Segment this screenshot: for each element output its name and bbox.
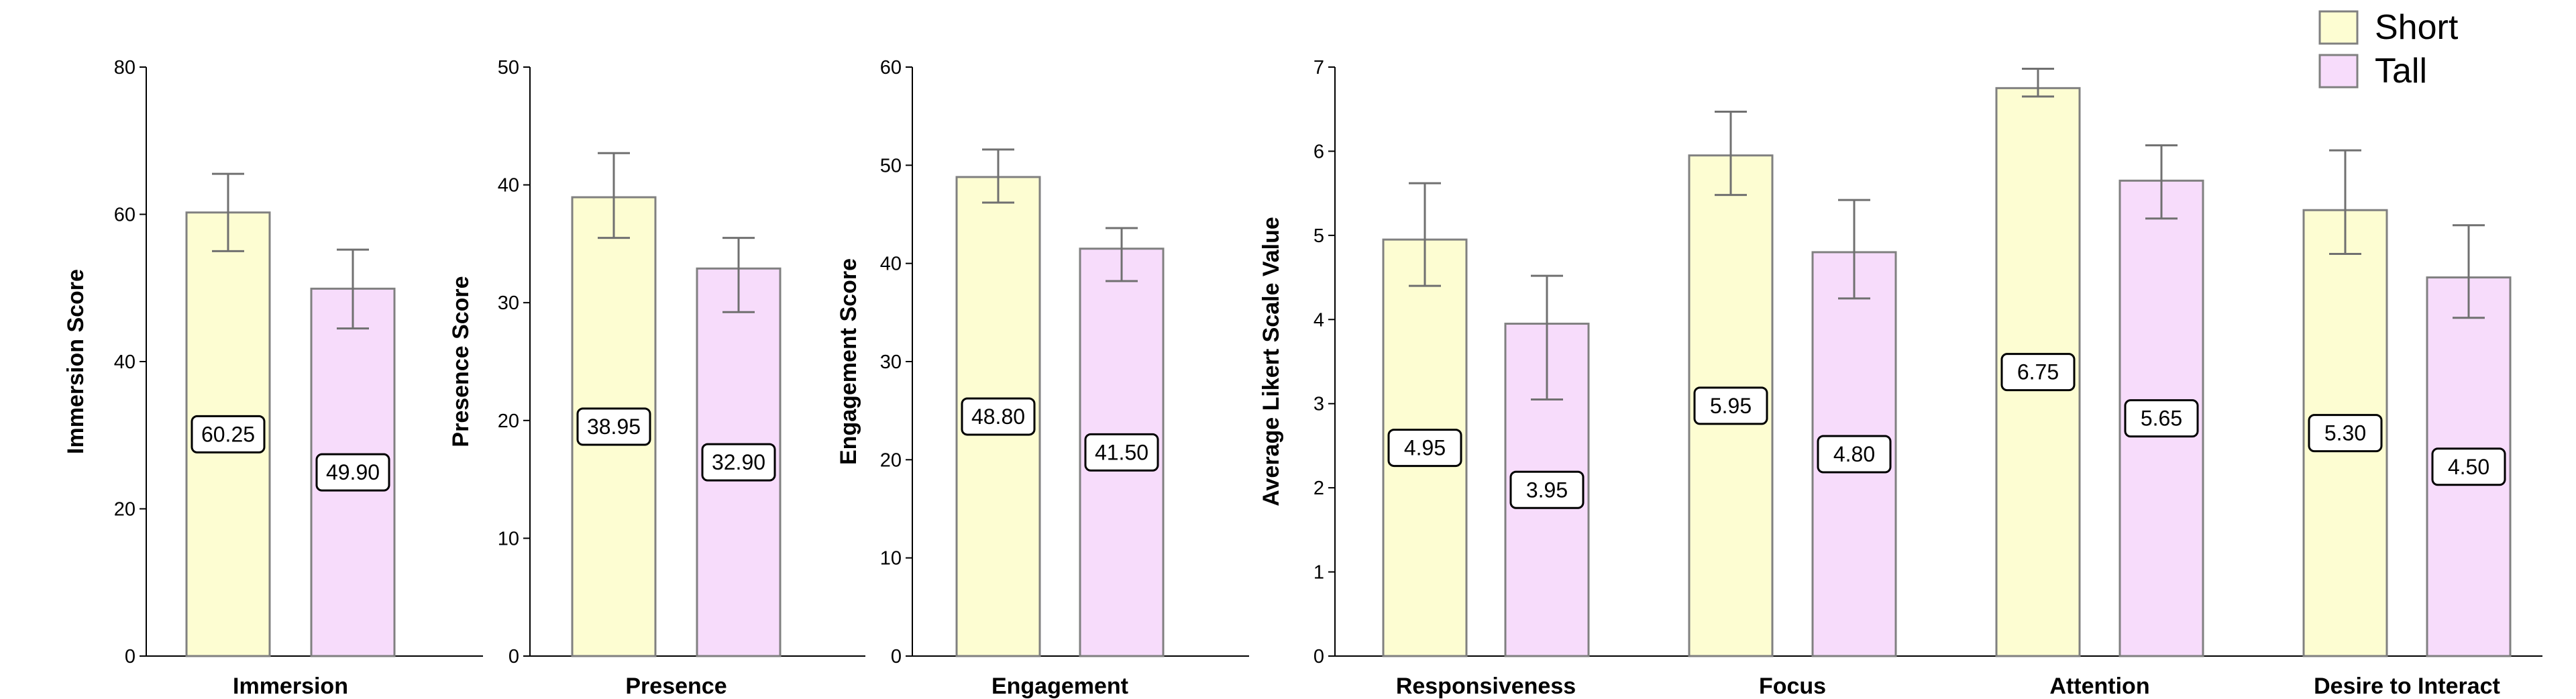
y-tick-label: 2 bbox=[1313, 478, 1324, 499]
chart-panel-1: 0 20 40 60 80 Immersion Score 60.25 49.90 Immers… bbox=[63, 57, 483, 699]
data-label-box bbox=[701, 443, 776, 482]
data-label-box bbox=[2308, 414, 2383, 453]
data-label: 5.30 bbox=[2324, 421, 2366, 445]
y-axis-title: Immersion Score bbox=[63, 269, 89, 454]
y-tick-label: 20 bbox=[114, 499, 136, 521]
y-tick-label: 40 bbox=[498, 175, 519, 197]
legend-swatch-short bbox=[2318, 10, 2359, 45]
data-label: 49.90 bbox=[326, 460, 380, 484]
data-label: 32.90 bbox=[712, 450, 765, 474]
y-tick-label: 20 bbox=[498, 411, 519, 432]
chart-panel-2: 0 10 20 30 40 50 Presence Score 38.95 32.90 Prese… bbox=[448, 57, 865, 699]
y-tick-label: 30 bbox=[880, 352, 902, 373]
data-label: 4.80 bbox=[1833, 442, 1875, 466]
y-tick-label: 50 bbox=[498, 57, 519, 78]
data-label: 38.95 bbox=[587, 415, 641, 439]
y-tick-label: 30 bbox=[498, 292, 519, 314]
x-category-label: Immersion bbox=[233, 674, 348, 699]
chart-panel-3: 0 10 20 30 40 50 60 Engagement Score 48.80 41.50 E… bbox=[836, 57, 1249, 699]
y-axis-title: Engagement Score bbox=[836, 258, 861, 465]
data-label-box bbox=[2124, 399, 2199, 438]
x-category-label: Attention bbox=[2049, 674, 2149, 699]
y-tick-label: 10 bbox=[498, 528, 519, 549]
y-tick-label: 5 bbox=[1313, 225, 1324, 247]
data-label-box bbox=[2000, 353, 2076, 392]
data-label: 48.80 bbox=[971, 405, 1025, 429]
data-label-box bbox=[191, 415, 266, 453]
data-label: 4.50 bbox=[2448, 455, 2489, 479]
y-tick-label: 0 bbox=[508, 646, 519, 667]
data-label: 5.65 bbox=[2141, 407, 2182, 431]
y-axis-title: Presence Score bbox=[448, 276, 474, 447]
data-label: 5.95 bbox=[1710, 394, 1752, 418]
y-tick-label: 40 bbox=[114, 352, 136, 373]
data-label: 4.95 bbox=[1404, 436, 1446, 460]
data-label-box bbox=[1084, 433, 1159, 472]
data-label-box bbox=[2431, 447, 2506, 486]
x-category-label: Focus bbox=[1759, 674, 1826, 699]
data-label-box bbox=[315, 453, 390, 492]
y-tick-label: 1 bbox=[1313, 562, 1324, 584]
data-label-box bbox=[1693, 386, 1768, 425]
y-tick-label: 0 bbox=[1313, 646, 1324, 667]
data-label-box bbox=[576, 407, 651, 446]
legend-label-short: Short bbox=[2375, 8, 2459, 47]
y-tick-label: 60 bbox=[880, 57, 902, 78]
chart-panel-4: 0 1 2 3 4 5 6 7 Average Likert Scale Value 4.95 3.… bbox=[1258, 57, 2542, 699]
x-category-label: Presence bbox=[625, 674, 727, 699]
y-tick-label: 4 bbox=[1313, 309, 1324, 331]
y-tick-label: 6 bbox=[1313, 141, 1324, 162]
data-label-box bbox=[1387, 429, 1462, 468]
y-tick-label: 3 bbox=[1313, 394, 1324, 415]
legend: Short Tall bbox=[2318, 8, 2459, 91]
data-label-box bbox=[1817, 435, 1892, 474]
y-tick-label: 0 bbox=[125, 646, 136, 667]
legend-label-tall: Tall bbox=[2375, 52, 2427, 91]
x-category-label: Responsiveness bbox=[1396, 674, 1576, 699]
y-tick-label: 10 bbox=[880, 548, 902, 570]
x-category-label: Engagement bbox=[991, 674, 1128, 699]
legend-swatch-tall bbox=[2318, 54, 2359, 89]
y-tick-label: 50 bbox=[880, 155, 902, 176]
data-label: 3.95 bbox=[1526, 478, 1568, 502]
y-tick-label: 80 bbox=[114, 57, 136, 78]
x-category-label: Desire to Interact bbox=[2314, 674, 2500, 699]
data-label: 6.75 bbox=[2017, 360, 2059, 384]
data-label: 41.50 bbox=[1095, 440, 1148, 464]
data-label-box bbox=[961, 397, 1036, 436]
y-tick-label: 20 bbox=[880, 449, 902, 471]
y-tick-label: 7 bbox=[1313, 57, 1324, 78]
y-tick-label: 60 bbox=[114, 205, 136, 226]
data-label-box bbox=[1509, 470, 1585, 509]
y-tick-label: 0 bbox=[891, 646, 902, 667]
data-label: 60.25 bbox=[201, 422, 255, 446]
y-tick-label: 40 bbox=[880, 254, 902, 275]
y-axis-title: Average Likert Scale Value bbox=[1258, 217, 1284, 506]
